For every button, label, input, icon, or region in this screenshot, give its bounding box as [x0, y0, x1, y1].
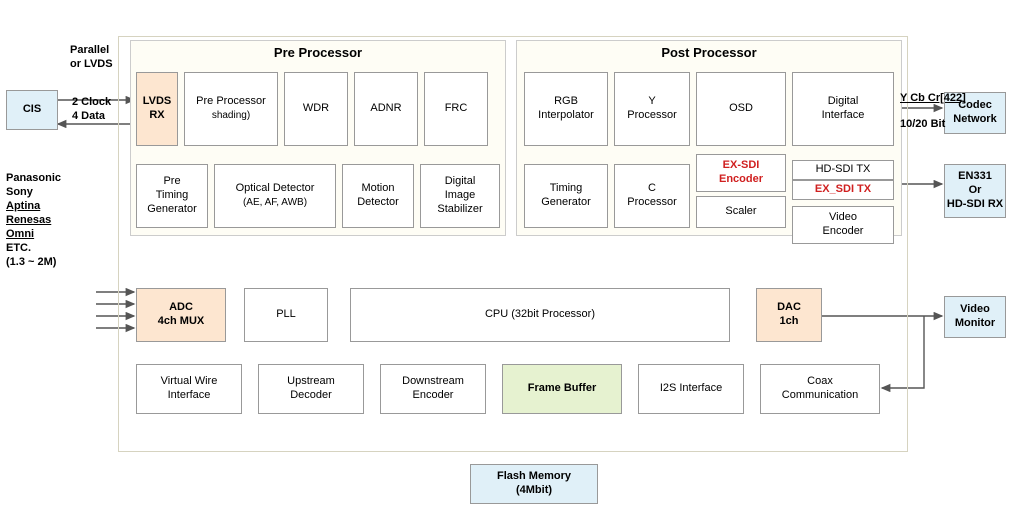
block-fbuf: Frame Buffer [502, 364, 622, 414]
block-label-flash: Flash Memory(4Mbit) [497, 470, 571, 496]
block-label-vwire: Virtual WireInterface [161, 375, 218, 401]
block-dis: DigitalImageStabilizer [420, 164, 500, 228]
block-venc: VideoEncoder [792, 206, 894, 244]
block-sub-preproc: shading) [212, 110, 250, 121]
block-adnr: ADNR [354, 72, 418, 146]
block-label-exenc: EX-SDIEncoder [719, 159, 763, 185]
block-label-adc: ADC4ch MUX [158, 301, 204, 327]
block-rgbint: RGBInterpolator [524, 72, 608, 146]
block-updec: UpstreamDecoder [258, 364, 364, 414]
block-flash: Flash Memory(4Mbit) [470, 464, 598, 504]
block-label-scaler: Scaler [725, 205, 756, 217]
block-en331: EN331OrHD-SDI RX [944, 164, 1006, 218]
block-label-updec: UpstreamDecoder [287, 375, 335, 401]
block-label-extx: EX_SDI TX [815, 183, 871, 195]
block-label-dis: DigitalImageStabilizer [437, 175, 482, 215]
label-parlvds: Parallelor LVDS [70, 44, 113, 72]
block-label-vmon: VideoMonitor [955, 303, 995, 329]
label-bit: 10/20 Bit [900, 118, 945, 132]
block-label-hdtx: HD-SDI TX [816, 163, 871, 175]
block-label-pretiming: PreTimingGenerator [147, 175, 197, 215]
label-vendors_title: PanasonicSony [6, 172, 61, 200]
block-pretiming: PreTimingGenerator [136, 164, 208, 228]
block-osd: OSD [696, 72, 786, 146]
label-ycbcr: Y Cb Cr[422] [900, 92, 966, 106]
block-label-cis: CIS [23, 103, 41, 115]
block-timgen: TimingGenerator [524, 164, 608, 228]
group-title-post: Post Processor [661, 45, 756, 60]
block-label-i2s: I2S Interface [660, 382, 722, 394]
block-dac: DAC1ch [756, 288, 822, 342]
block-cis: CIS [6, 90, 58, 130]
block-label-rgbint: RGBInterpolator [538, 95, 594, 121]
block-label-wdr: WDR [303, 102, 329, 114]
block-label-dac: DAC1ch [777, 301, 801, 327]
block-wdr: WDR [284, 72, 348, 146]
label-vendors_u2: Renesas [6, 214, 51, 228]
block-i2s: I2S Interface [638, 364, 744, 414]
label-vendors_tail: ETC.(1.3 ~ 2M) [6, 242, 56, 270]
block-exenc: EX-SDIEncoder [696, 154, 786, 192]
block-lvds_rx: LVDSRX [136, 72, 178, 146]
block-optdet: Optical Detector (AE, AF, AWB) [214, 164, 336, 228]
block-label-cpu: CPU (32bit Processor) [485, 308, 595, 320]
block-pll: PLL [244, 288, 328, 342]
block-sub-optdet: (AE, AF, AWB) [243, 197, 307, 208]
block-label-lvds_rx: LVDSRX [143, 95, 172, 121]
label-clkdata: 2 Clock4 Data [72, 96, 111, 124]
block-preproc: Pre Processor shading) [184, 72, 278, 146]
block-label-pll: PLL [276, 308, 296, 320]
block-vwire: Virtual WireInterface [136, 364, 242, 414]
block-adc: ADC4ch MUX [136, 288, 226, 342]
block-hdtx: HD-SDI TX [792, 160, 894, 180]
label-vendors_u1: Aptina [6, 200, 40, 214]
block-label-digif: DigitalInterface [822, 95, 865, 121]
block-cpu: CPU (32bit Processor) [350, 288, 730, 342]
block-coax: CoaxCommunication [760, 364, 880, 414]
block-label-fbuf: Frame Buffer [528, 382, 596, 394]
block-yproc: YProcessor [614, 72, 690, 146]
block-label-motdet: MotionDetector [357, 182, 399, 208]
block-label-yproc: YProcessor [627, 95, 677, 121]
block-label-cproc: CProcessor [627, 182, 677, 208]
block-cproc: CProcessor [614, 164, 690, 228]
block-label-coax: CoaxCommunication [782, 375, 858, 401]
block-motdet: MotionDetector [342, 164, 414, 228]
block-label-en331: EN331OrHD-SDI RX [947, 170, 1003, 210]
block-digif: DigitalInterface [792, 72, 894, 146]
block-label-venc: VideoEncoder [823, 211, 864, 237]
block-label-frc: FRC [445, 102, 468, 114]
block-frc: FRC [424, 72, 488, 146]
block-extx: EX_SDI TX [792, 180, 894, 200]
group-title-pre: Pre Processor [274, 45, 362, 60]
block-label-osd: OSD [729, 102, 753, 114]
block-label-preproc: Pre Processor [196, 95, 266, 107]
block-scaler: Scaler [696, 196, 786, 228]
label-vendors_u3: Omni [6, 228, 34, 242]
block-dnenc: DownstreamEncoder [380, 364, 486, 414]
block-label-dnenc: DownstreamEncoder [402, 375, 464, 401]
block-vmon: VideoMonitor [944, 296, 1006, 338]
block-label-optdet: Optical Detector [236, 182, 315, 194]
block-label-adnr: ADNR [370, 102, 401, 114]
block-label-timgen: TimingGenerator [541, 182, 591, 208]
